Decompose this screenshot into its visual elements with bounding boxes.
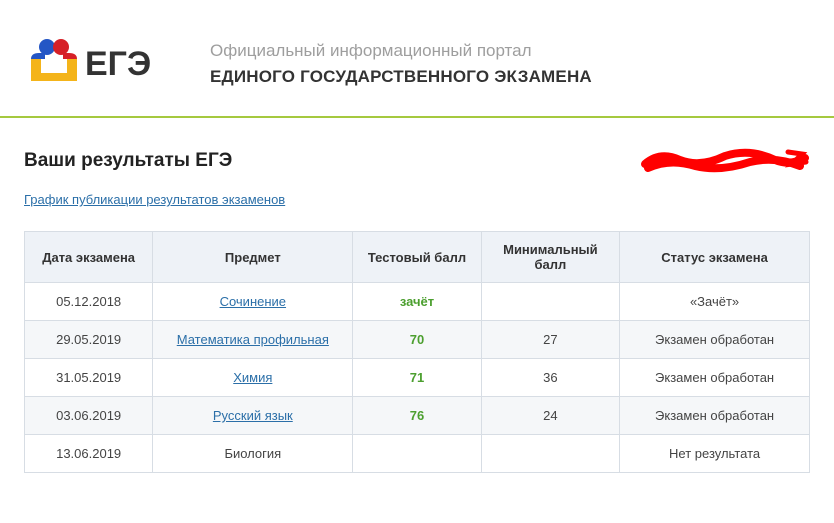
header-text-block: Официальный информационный портал ЕДИНОГ… — [210, 35, 809, 87]
cell-test-score — [353, 435, 481, 473]
cell-subject: Биология — [153, 435, 353, 473]
heading-row: Ваши результаты ЕГЭ — [24, 146, 810, 176]
cell-min-score: 36 — [481, 359, 620, 397]
cell-status: Экзамен обработан — [620, 359, 810, 397]
cell-date: 03.06.2019 — [25, 397, 153, 435]
ege-logo: ЕГЭ — [25, 35, 175, 91]
cell-date: 05.12.2018 — [25, 283, 153, 321]
col-header-min-score: Минимальный балл — [481, 232, 620, 283]
header-title: ЕДИНОГО ГОСУДАРСТВЕННОГО ЭКЗАМЕНА — [210, 67, 809, 87]
table-row: 03.06.2019 Русский язык 7624Экзамен обрабо… — [25, 397, 810, 435]
subject-link[interactable]: Сочинение — [220, 294, 286, 309]
cell-date: 13.06.2019 — [25, 435, 153, 473]
subject-link[interactable]: Русский язык — [213, 408, 293, 423]
cell-date: 31.05.2019 — [25, 359, 153, 397]
subject-link[interactable]: Химия — [233, 370, 272, 385]
results-heading: Ваши результаты ЕГЭ — [24, 150, 232, 172]
table-header-row: Дата экзамена Предмет Тестовый балл Мини… — [25, 232, 810, 283]
header-subtitle: Официальный информационный портал — [210, 41, 809, 61]
header: ЕГЭ Официальный информационный портал ЕД… — [0, 0, 834, 118]
cell-min-score: 24 — [481, 397, 620, 435]
col-header-status: Статус экзамена — [620, 232, 810, 283]
col-header-test-score: Тестовый балл — [353, 232, 481, 283]
cell-test-score: 76 — [353, 397, 481, 435]
redaction-scribble — [640, 146, 810, 176]
cell-min-score — [481, 435, 620, 473]
cell-status: «Зачёт» — [620, 283, 810, 321]
table-row: 31.05.2019 Химия 7136Экзамен обработан — [25, 359, 810, 397]
subject-link[interactable]: Математика профильная — [177, 332, 329, 347]
cell-subject: Русский язык — [153, 397, 353, 435]
cell-subject: Сочинение — [153, 283, 353, 321]
col-header-date: Дата экзамена — [25, 232, 153, 283]
col-header-subject: Предмет — [153, 232, 353, 283]
cell-test-score: 70 — [353, 321, 481, 359]
cell-status: Экзамен обработан — [620, 397, 810, 435]
table-row: 05.12.2018 Сочинение зачёт «Зачёт» — [25, 283, 810, 321]
schedule-link[interactable]: График публикации результатов экзаменов — [24, 192, 285, 207]
cell-status: Экзамен обработан — [620, 321, 810, 359]
results-table: Дата экзамена Предмет Тестовый балл Мини… — [24, 231, 810, 473]
cell-subject: Математика профильная — [153, 321, 353, 359]
table-row: 29.05.2019 Математика профильная 7027Экзам… — [25, 321, 810, 359]
cell-date: 29.05.2019 — [25, 321, 153, 359]
cell-min-score: 27 — [481, 321, 620, 359]
cell-min-score — [481, 283, 620, 321]
cell-test-score: 71 — [353, 359, 481, 397]
content-area: Ваши результаты ЕГЭ График публикации ре… — [0, 118, 834, 473]
table-row: 13.06.2019Биология Нет результата — [25, 435, 810, 473]
cell-status: Нет результата — [620, 435, 810, 473]
svg-text:ЕГЭ: ЕГЭ — [85, 45, 151, 83]
cell-subject: Химия — [153, 359, 353, 397]
cell-test-score: зачёт — [353, 283, 481, 321]
